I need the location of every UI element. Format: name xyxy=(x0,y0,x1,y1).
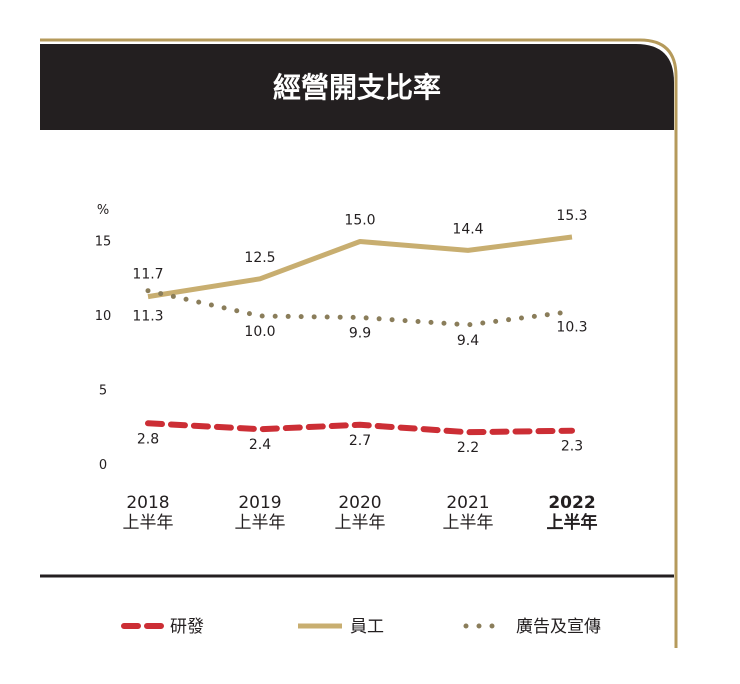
legend-item-rd: 研發 xyxy=(121,617,204,637)
x-category-year: 2018 xyxy=(126,493,169,513)
x-category-period: 上半年 xyxy=(235,513,286,533)
chart-title: 經營開支比率 xyxy=(273,71,441,104)
legend-label: 員工 xyxy=(350,617,384,637)
x-category-year: 2020 xyxy=(338,493,381,513)
x-category-period: 上半年 xyxy=(547,512,598,533)
rd-data-label: 2.4 xyxy=(249,437,271,453)
y-tick-label: 5 xyxy=(99,384,107,399)
legend-label: 廣告及宣傳 xyxy=(516,617,601,637)
rd-data-label: 2.8 xyxy=(137,431,159,447)
legend-item-advertising: 廣告及宣傳 xyxy=(463,617,601,637)
legend-label: 研發 xyxy=(170,617,204,637)
x-category-period: 上半年 xyxy=(443,513,494,533)
rd-data-label: 2.3 xyxy=(561,439,583,455)
advertising-data-label: 11.7 xyxy=(132,267,163,283)
staff-data-label: 12.5 xyxy=(244,250,275,266)
chart-header xyxy=(40,44,674,130)
staff-data-label: 15.0 xyxy=(344,213,375,229)
advertising-data-label: 10.3 xyxy=(556,320,587,336)
advertising-data-label: 10.0 xyxy=(244,324,275,340)
card-border xyxy=(40,38,678,648)
y-tick-label: 0 xyxy=(99,458,107,473)
rd-series-line xyxy=(145,420,575,436)
staff-series-line xyxy=(147,234,573,300)
staff-data-label: 15.3 xyxy=(556,208,587,224)
advertising-series-line xyxy=(145,288,575,328)
x-category-period: 上半年 xyxy=(123,513,174,533)
y-tick-label: 10 xyxy=(95,309,112,324)
y-tick-label: 15 xyxy=(95,235,112,250)
rd-data-label: 2.7 xyxy=(349,433,371,449)
legend: 研發 員工 廣告及宣傳 xyxy=(121,617,601,637)
advertising-data-label: 9.4 xyxy=(457,333,479,349)
advertising-data-label: 9.9 xyxy=(349,326,371,342)
x-category-year: 2021 xyxy=(446,493,489,513)
x-category-year: 2019 xyxy=(238,493,281,513)
x-category-period: 上半年 xyxy=(335,513,386,533)
staff-data-label: 14.4 xyxy=(452,221,483,237)
y-axis-label: % xyxy=(97,203,109,218)
staff-data-label: 11.3 xyxy=(132,309,163,325)
legend-item-staff: 員工 xyxy=(298,617,384,637)
rd-data-label: 2.2 xyxy=(457,440,479,456)
x-category-year: 2022 xyxy=(548,493,595,513)
